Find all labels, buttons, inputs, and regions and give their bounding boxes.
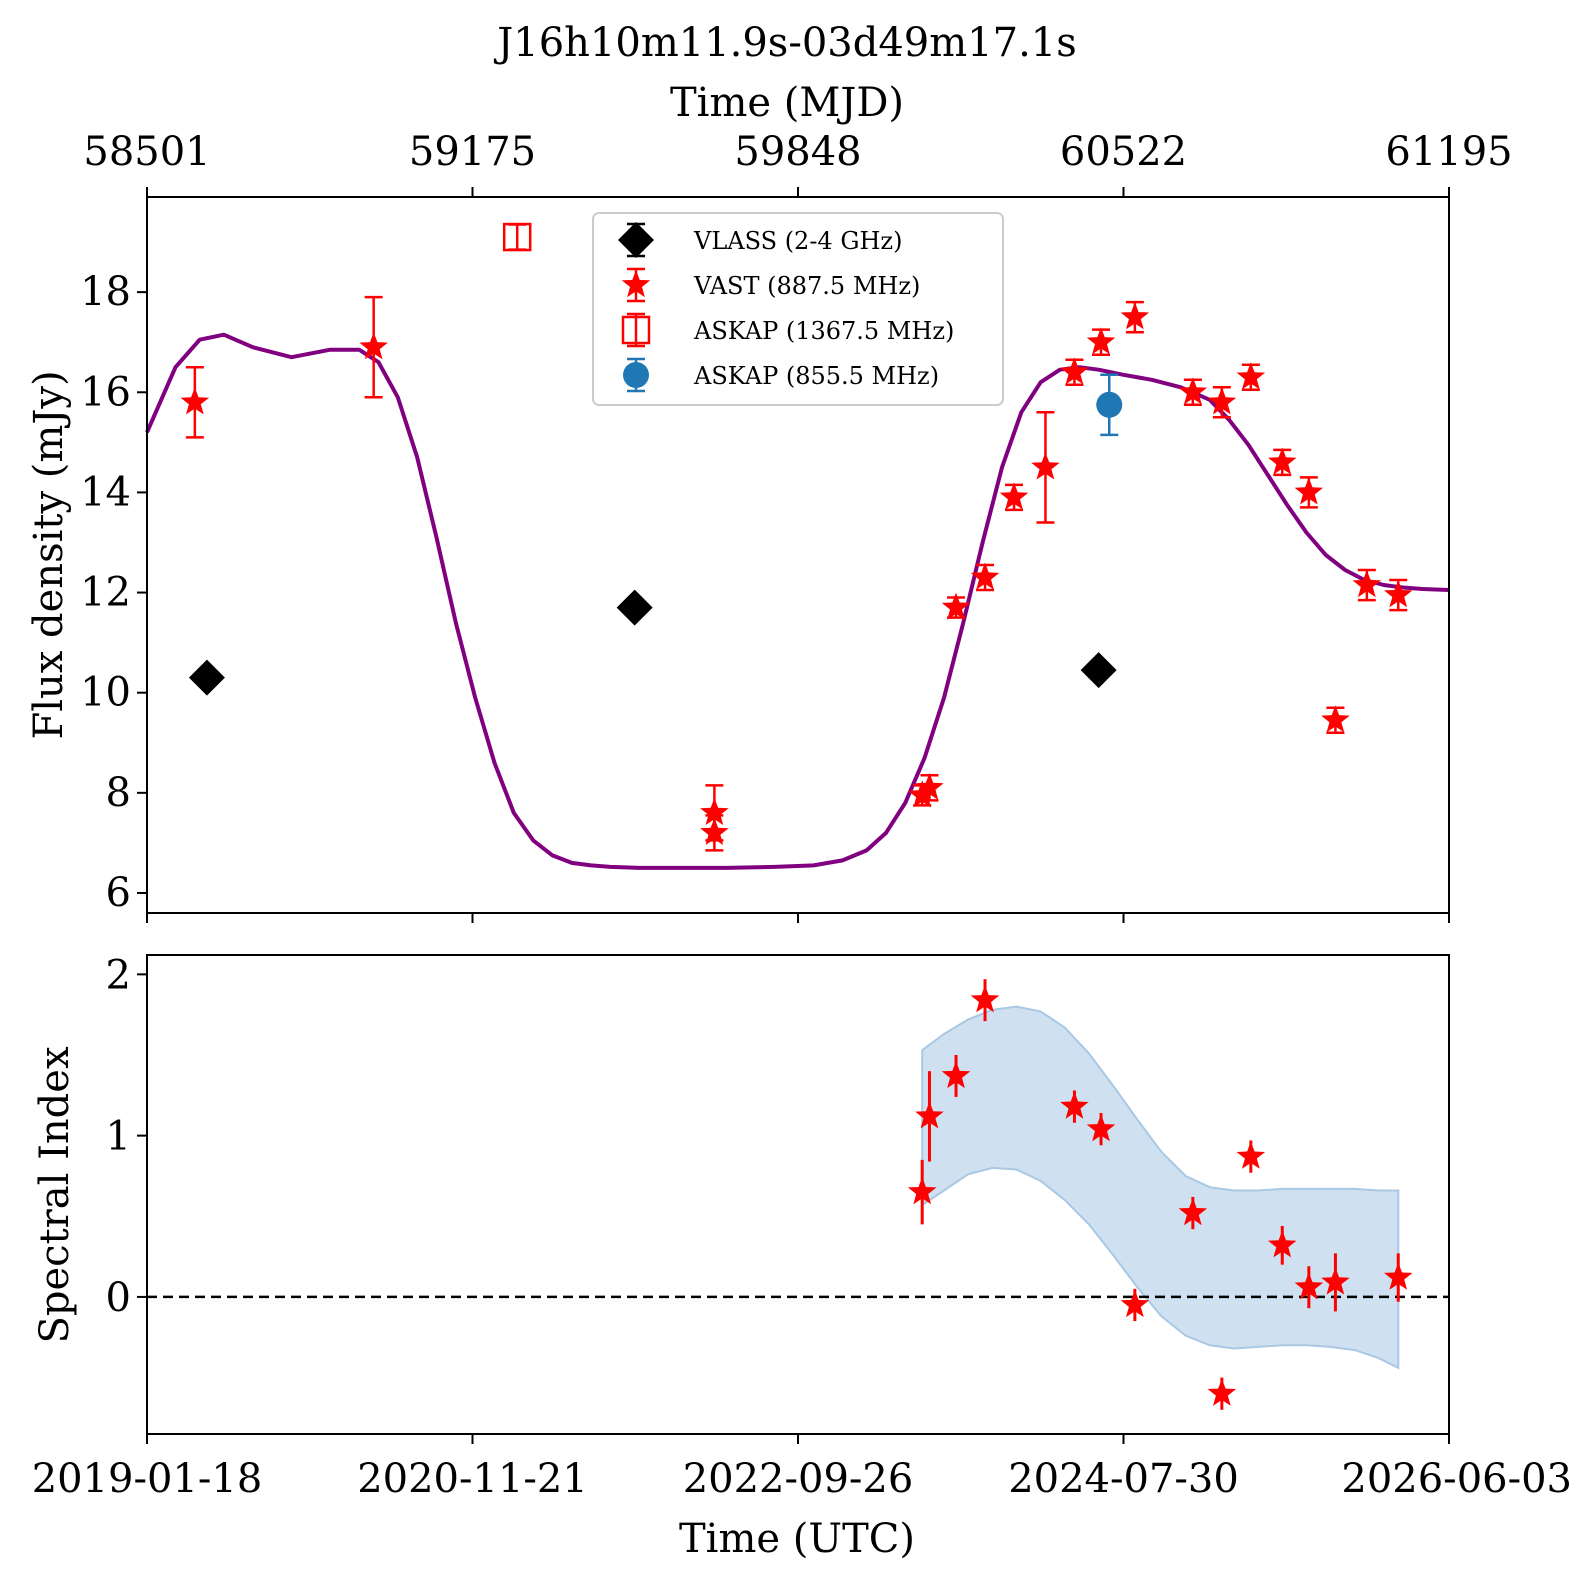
flux-point-star [1120, 302, 1150, 330]
spectral-index-point-star [907, 1177, 937, 1205]
flux-point-diamond [1080, 652, 1117, 689]
flux-y-tick-label: 6 [106, 870, 131, 916]
flux-point-star [941, 592, 971, 620]
mjd-tick-label: 58501 [83, 129, 210, 175]
spectral-index-point-star [970, 985, 1000, 1013]
flux-point-star [1236, 362, 1266, 390]
flux-point-star [1086, 327, 1116, 355]
flux-y-tick-label: 16 [80, 369, 131, 415]
flux-point-star [970, 562, 1000, 590]
flux-y-tick-label: 14 [80, 469, 131, 515]
mjd-tick-label: 59175 [409, 129, 536, 175]
spectral-index-y-tick-label: 0 [106, 1275, 131, 1321]
flux-point-diamond [188, 659, 225, 696]
spectral-index-panel: 2019-01-18 2020-11-21 2022-09-26 2024-07-30… [32, 952, 1572, 1502]
spectral-index-y-tick-label: 1 [106, 1114, 131, 1160]
legend-marker-diamond [618, 222, 654, 258]
chart-title: J16h10m11.9s-03d49m17.1s [493, 20, 1077, 66]
flux-point-star [700, 797, 729, 825]
flux-point-star [1060, 357, 1089, 385]
flux-y-tick-label: 8 [106, 770, 131, 816]
flux-point-star [999, 482, 1029, 510]
legend-label: VAST (887.5 MHz) [693, 272, 920, 300]
mjd-tick-label: 60522 [1060, 129, 1187, 175]
legend: VLASS (2-4 GHz) VAST (887.5 MHz) ASKAP (13… [592, 212, 1004, 406]
spectral-index-y-axis-label: Spectral Index [32, 1046, 78, 1343]
flux-y-tick-label: 10 [80, 670, 131, 716]
spectral-index-point-star [1321, 1267, 1350, 1295]
legend-label: ASKAP (855.5 MHz) [693, 362, 939, 390]
legend-errorbar [627, 312, 645, 348]
flux-point-star [1178, 377, 1208, 405]
utc-tick-label: 2019-01-18 [32, 1456, 263, 1502]
flux-point-star [907, 780, 937, 808]
flux-point-diamond [616, 589, 653, 626]
flux-point-star [1031, 452, 1060, 480]
flux-point-star [700, 817, 729, 845]
spectral-index-point-star [1178, 1198, 1208, 1226]
legend-box [592, 212, 1004, 406]
flux-model-curve [145, 332, 1450, 870]
spectral-index-point-star [1268, 1230, 1297, 1258]
spectral-index-point-star [1120, 1290, 1150, 1318]
flux-point-star [1207, 387, 1237, 415]
mjd-tick-label: 59848 [734, 129, 861, 175]
flux-point-circle [1096, 391, 1123, 418]
legend-marker-circle [623, 362, 649, 388]
bottom-axis-label: Time (UTC) [679, 1516, 915, 1562]
flux-point-star [1352, 570, 1382, 598]
legend-label: ASKAP (1367.5 MHz) [693, 317, 954, 345]
spectral-index-point-star [1236, 1141, 1266, 1169]
flux-point-star [359, 332, 388, 360]
flux-point-star [1294, 477, 1324, 505]
spectral-index-uncertainty-band [921, 1005, 1400, 1370]
flux-point-star [915, 772, 944, 800]
top-axis-label: Time (MJD) [670, 80, 904, 126]
flux-point-star [1268, 447, 1297, 475]
spectral-index-point-star [1086, 1114, 1116, 1142]
spectral-index-point-star [1060, 1091, 1089, 1119]
mjd-tick-label: 61195 [1385, 129, 1512, 175]
spectral-index-point-star [1384, 1262, 1413, 1290]
spectral-index-y-tick-label: 2 [106, 952, 131, 998]
spectral-index-point-star [1207, 1378, 1237, 1406]
spectral-index-point-star [1294, 1272, 1324, 1300]
legend-label: VLASS (2-4 GHz) [693, 227, 902, 255]
flux-y-tick-label: 18 [80, 269, 131, 315]
flux-point-star [1321, 705, 1350, 733]
spectral-index-point-star [915, 1101, 944, 1129]
flux-point-star [180, 387, 210, 415]
legend-marker-square-open [621, 315, 651, 345]
utc-tick-label: 2020-11-21 [357, 1456, 588, 1502]
flux-y-axis-label: Flux density (mJy) [26, 370, 72, 739]
flux-point-square-open [502, 222, 532, 252]
utc-tick-label: 2024-07-30 [1008, 1456, 1239, 1502]
flux-point-star [1384, 580, 1413, 608]
flux-y-tick-label: 12 [80, 570, 131, 616]
utc-tick-label: 2026-06-03 [1341, 1456, 1572, 1502]
utc-tick-label: 2022-09-26 [683, 1456, 914, 1502]
legend-marker-star [621, 270, 651, 298]
spectral-index-point-star [941, 1061, 971, 1089]
flux-panel: 58501 59175 59848 60522 61195 6 8 10 12 14 16 18 F… [26, 129, 1513, 923]
